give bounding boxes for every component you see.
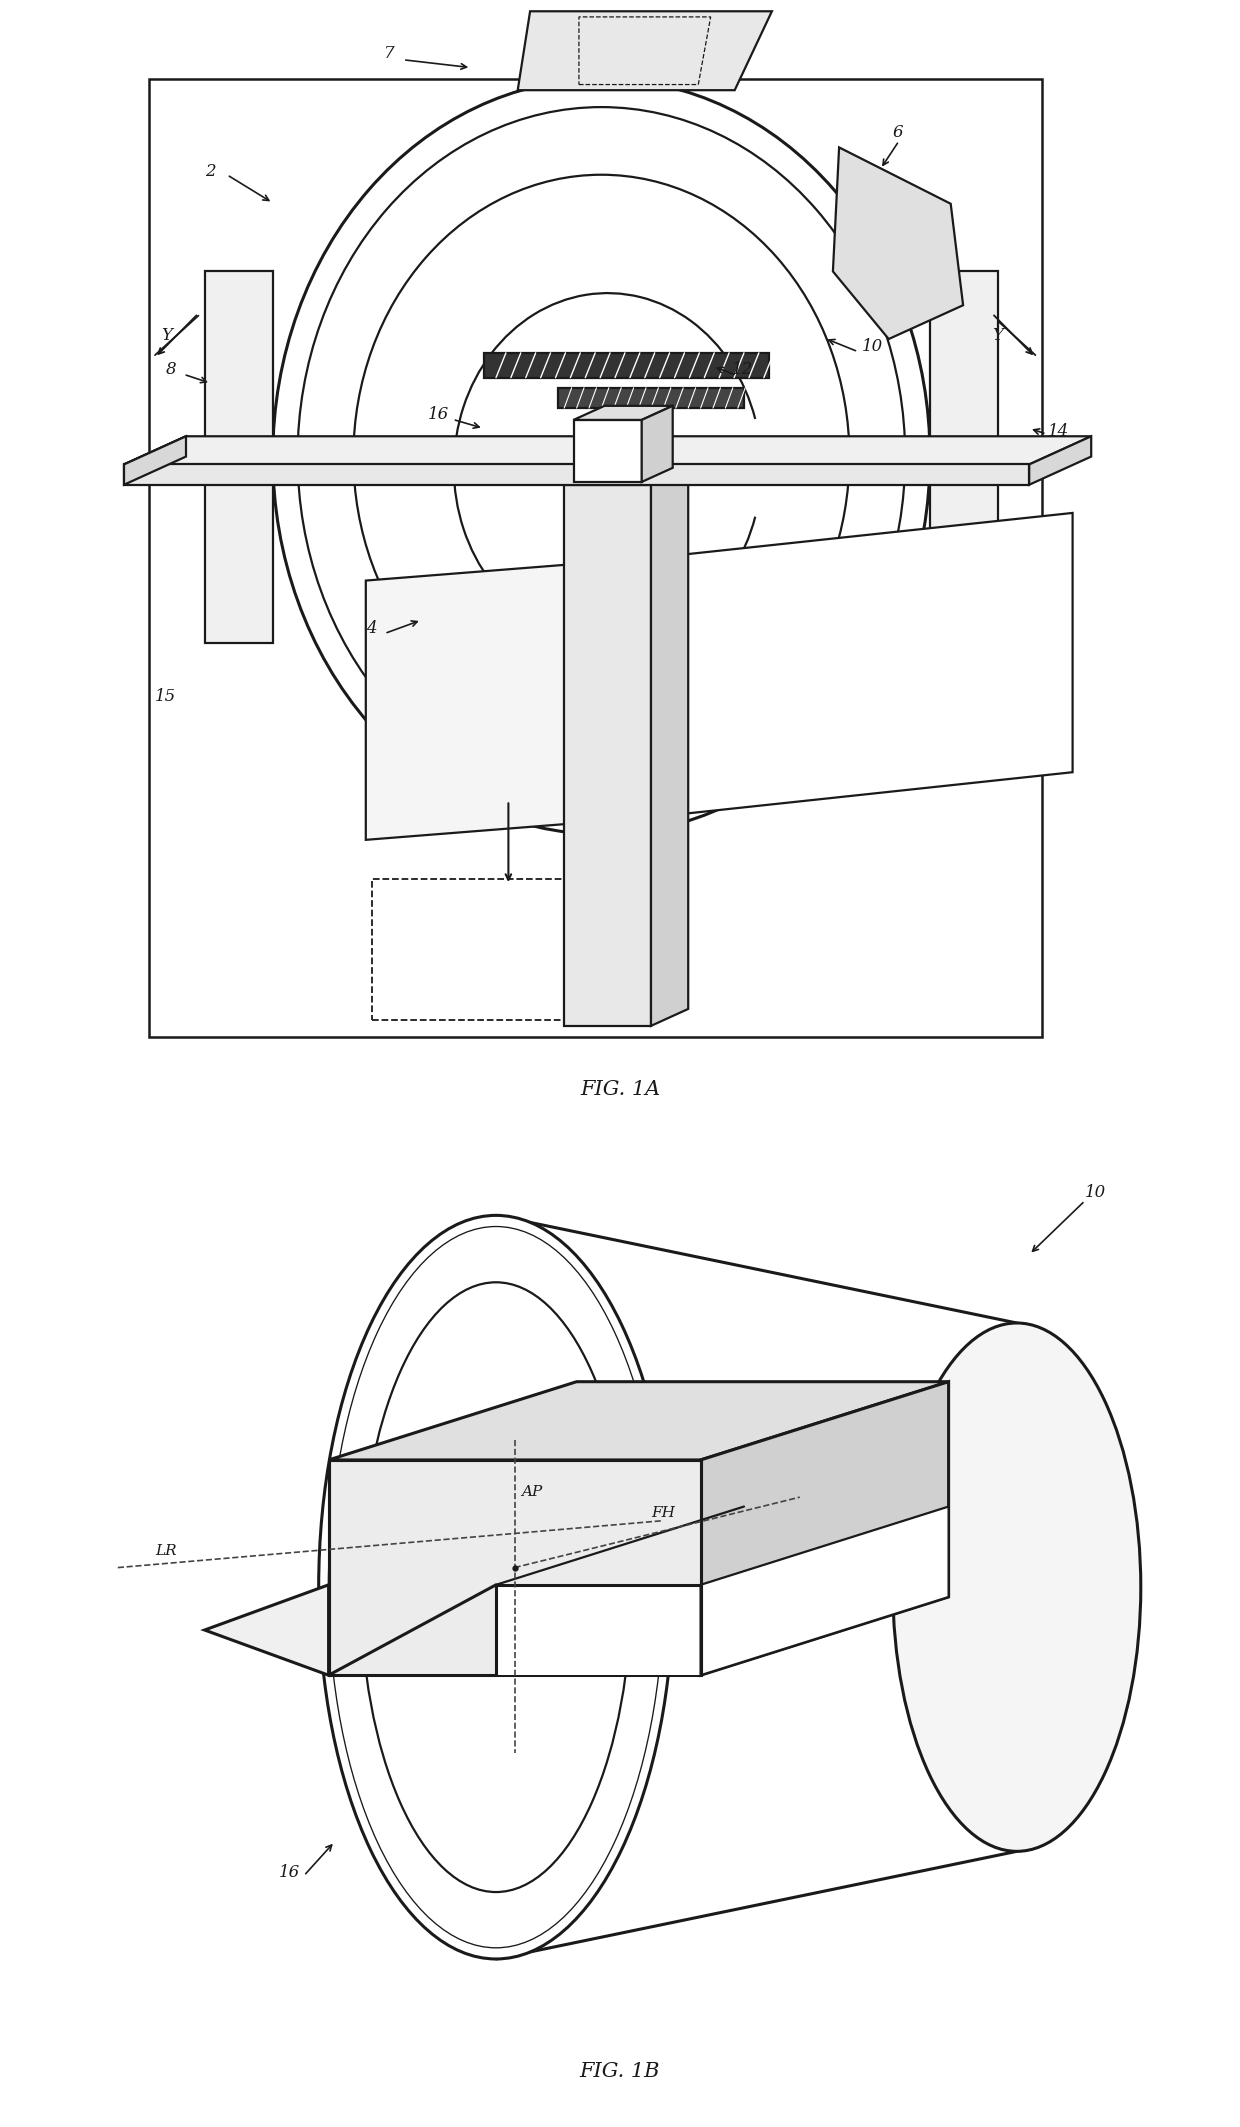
Polygon shape: [124, 464, 1029, 485]
Polygon shape: [558, 387, 744, 408]
Ellipse shape: [319, 1215, 673, 1959]
Text: FIG. 1B: FIG. 1B: [580, 2063, 660, 2080]
Text: 8: 8: [166, 362, 177, 379]
Text: 16: 16: [279, 1863, 300, 1880]
Polygon shape: [329, 1383, 949, 1459]
Polygon shape: [366, 557, 651, 840]
Text: 10: 10: [1085, 1185, 1106, 1200]
Text: FH: FH: [651, 1506, 675, 1519]
Polygon shape: [205, 270, 273, 642]
Text: 12: 12: [732, 362, 753, 379]
Text: 7: 7: [384, 45, 396, 62]
Text: AP: AP: [521, 1485, 542, 1500]
Polygon shape: [642, 406, 672, 483]
Ellipse shape: [893, 1323, 1141, 1850]
Text: 2: 2: [205, 164, 216, 181]
Polygon shape: [573, 419, 642, 483]
Polygon shape: [124, 436, 186, 485]
Polygon shape: [701, 1506, 949, 1676]
Text: FIG. 1A: FIG. 1A: [580, 1081, 660, 1100]
Polygon shape: [651, 513, 1073, 817]
Polygon shape: [564, 468, 688, 485]
Text: LR: LR: [155, 1544, 176, 1557]
Polygon shape: [517, 11, 771, 89]
Polygon shape: [651, 468, 688, 1025]
Ellipse shape: [273, 79, 930, 834]
Polygon shape: [833, 147, 963, 338]
Polygon shape: [205, 1585, 329, 1676]
Text: 15: 15: [155, 687, 176, 704]
Text: 14: 14: [1048, 423, 1069, 440]
Text: Y: Y: [992, 328, 1003, 345]
Polygon shape: [930, 270, 998, 642]
Text: Y: Y: [161, 328, 172, 345]
Ellipse shape: [353, 174, 849, 738]
Text: 10: 10: [862, 338, 883, 355]
Polygon shape: [124, 436, 1091, 464]
Polygon shape: [564, 485, 651, 1025]
Polygon shape: [484, 353, 769, 379]
Ellipse shape: [361, 1283, 631, 1893]
Text: 16: 16: [428, 406, 449, 423]
Polygon shape: [573, 406, 672, 419]
Polygon shape: [701, 1383, 949, 1676]
Text: 4: 4: [366, 619, 377, 636]
Text: 6: 6: [893, 123, 904, 140]
Polygon shape: [1029, 436, 1091, 485]
Polygon shape: [329, 1459, 701, 1676]
Polygon shape: [496, 1585, 701, 1676]
